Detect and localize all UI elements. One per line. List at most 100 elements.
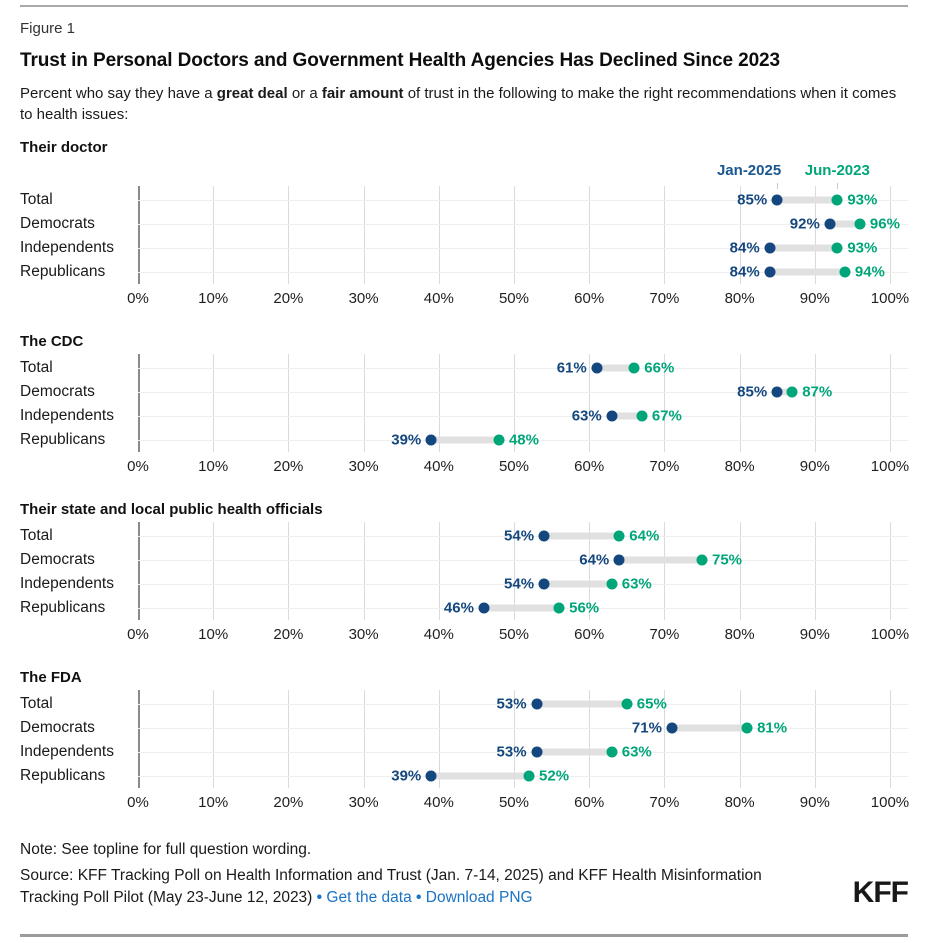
gridline [739, 354, 741, 452]
value-label-jan-2025: 53% [496, 743, 527, 761]
row-track: 53% 65% [138, 692, 908, 716]
value-label-jan-2025: 53% [496, 695, 527, 713]
gridline [438, 186, 440, 284]
dot-jun-2023 [621, 698, 633, 710]
gridline [589, 522, 591, 620]
gridline [889, 186, 891, 284]
category-row: Democrats 64% 75% [20, 548, 908, 572]
row-track: 71% 81% [138, 716, 908, 740]
download-png-link[interactable]: Download PNG [425, 889, 533, 907]
figure-label: Figure 1 [20, 20, 76, 37]
dot-jan-2025 [764, 242, 776, 254]
row-label: Total [20, 527, 53, 544]
page-title: Trust in Personal Doctors and Government… [20, 50, 780, 71]
axis-tick-label: 10% [198, 290, 229, 307]
row-baseline [138, 752, 908, 753]
dumbbell-connector [431, 772, 530, 780]
top-divider [20, 5, 908, 7]
value-label-jun-2023: 64% [629, 527, 660, 545]
category-row: Total 85% 93% [20, 188, 908, 212]
category-row: Total 61% 66% [20, 356, 908, 380]
value-label-jan-2025: 54% [504, 527, 535, 545]
axis-tick-label: 80% [724, 794, 755, 811]
dot-jan-2025 [425, 434, 437, 446]
axis-tick-label: 90% [799, 794, 830, 811]
value-label-jun-2023: 94% [854, 263, 885, 281]
axis-tick-label: 20% [273, 290, 304, 307]
gridline [288, 690, 290, 788]
get-the-data-link[interactable]: Get the data [326, 889, 412, 907]
gridline [814, 354, 816, 452]
category-row: Democrats 92% 96% [20, 212, 908, 236]
value-label-jan-2025: 64% [579, 551, 610, 569]
gridlines [138, 522, 908, 620]
axis-tick-label: 10% [198, 794, 229, 811]
dot-jan-2025 [824, 218, 836, 230]
x-axis: 0% 10% 20% 30% 40% 50% 60% 70% 80% 90% 100% [20, 791, 909, 815]
plot-area: Total 85% 93% Democrats 92% 96% Independents 84… [20, 186, 908, 284]
axis-tick-label: 90% [799, 458, 830, 475]
row-label: Democrats [20, 551, 95, 568]
panel-heading: Their doctor [20, 139, 108, 156]
category-row: Republicans 46% 56% [20, 596, 908, 620]
gridlines [138, 354, 908, 452]
row-baseline [138, 584, 908, 585]
value-label-jan-2025: 85% [737, 191, 768, 209]
category-row: Democrats 85% 87% [20, 380, 908, 404]
dot-jan-2025 [478, 602, 490, 614]
gridline [213, 690, 215, 788]
bullet-separator: • [312, 889, 327, 907]
axis-tick-label: 80% [724, 290, 755, 307]
dot-jun-2023 [493, 434, 505, 446]
axis-tick-label: 30% [348, 458, 379, 475]
dumbbell-connector [536, 700, 627, 708]
gridline [363, 354, 365, 452]
gridline [438, 690, 440, 788]
gridline [889, 522, 891, 620]
chart-panels: Their doctor Jan-2025 Jun-2023 Total 85% 9… [20, 139, 909, 815]
gridline [513, 186, 515, 284]
row-track: 54% 64% [138, 524, 908, 548]
category-row: Democrats 71% 81% [20, 716, 908, 740]
axis-tick-label: 90% [799, 290, 830, 307]
axis-zero-line [138, 690, 140, 788]
axis-tick-label: 50% [498, 290, 529, 307]
gridline [664, 186, 666, 284]
dot-jun-2023 [523, 770, 535, 782]
axis-tick-label: 10% [198, 626, 229, 643]
axis-tick-label: 30% [348, 626, 379, 643]
dumbbell-connector [611, 412, 642, 420]
plot-area: Total 53% 65% Democrats 71% 81% Independents 53… [20, 690, 908, 788]
row-label: Independents [20, 575, 114, 592]
dot-jan-2025 [538, 530, 550, 542]
row-label: Independents [20, 407, 114, 424]
dumbbell-connector [544, 580, 612, 588]
value-label-jan-2025: 61% [556, 359, 587, 377]
chart-panel: The CDC Total 61% 66% Democrats 85% 87% Indepe… [20, 333, 909, 479]
axis-zero-line [138, 186, 140, 284]
dot-jan-2025 [666, 722, 678, 734]
value-label-jun-2023: 67% [651, 407, 682, 425]
value-label-jun-2023: 63% [621, 575, 652, 593]
gridlines [138, 690, 908, 788]
source-text: Source: KFF Tracking Poll on Health Info… [20, 867, 762, 907]
row-track: 63% 67% [138, 404, 908, 428]
axis-tick-label: 70% [649, 290, 680, 307]
dot-jan-2025 [764, 266, 776, 278]
gridline [589, 354, 591, 452]
row-baseline [138, 248, 908, 249]
legend-tick [837, 183, 839, 189]
row-label: Democrats [20, 719, 95, 736]
axis-tick-label: 40% [423, 458, 454, 475]
panel-heading: The FDA [20, 669, 82, 686]
dot-jun-2023 [741, 722, 753, 734]
row-label: Republicans [20, 431, 106, 448]
axis-tick-label: 10% [198, 458, 229, 475]
x-axis: 0% 10% 20% 30% 40% 50% 60% 70% 80% 90% 100% [20, 287, 909, 311]
dot-jan-2025 [606, 410, 618, 422]
dot-jun-2023 [839, 266, 851, 278]
axis-tick-label: 30% [348, 290, 379, 307]
axis-tick-label: 20% [273, 626, 304, 643]
row-track: 53% 63% [138, 740, 908, 764]
note-text: Note: See topline for full question word… [20, 841, 312, 858]
